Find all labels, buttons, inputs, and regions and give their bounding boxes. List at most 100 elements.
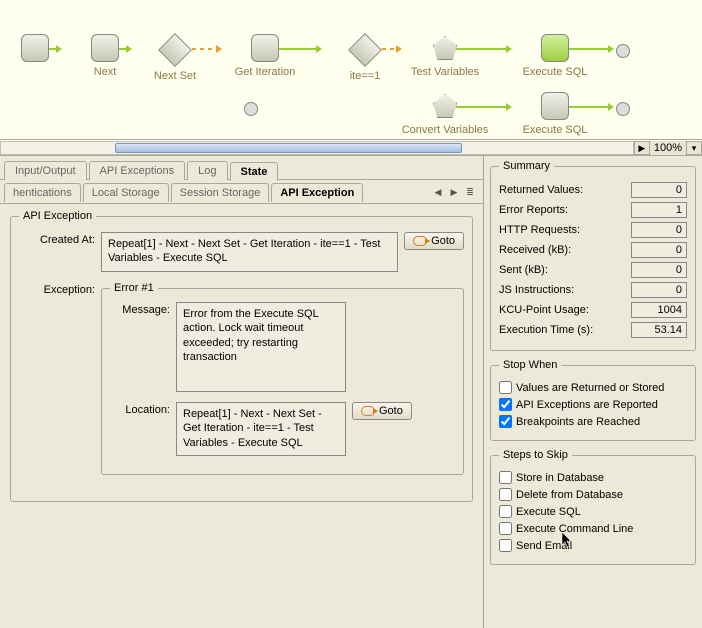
tab-api-exceptions[interactable]: API Exceptions <box>89 161 186 180</box>
flow-node-label: Test Variables <box>400 66 490 78</box>
checkbox[interactable] <box>499 381 512 394</box>
flow-node-n7[interactable]: Convert Variables <box>400 92 490 136</box>
goto-created-at-button[interactable]: Goto <box>404 232 464 250</box>
summary-row: Returned Values:0 <box>499 182 687 198</box>
error-fieldset: Error #1 Message: Error from the Execute… <box>101 282 464 475</box>
summary-value: 1004 <box>631 302 687 318</box>
summary-fieldset: Summary Returned Values:0 Error Reports: 1… <box>490 160 696 351</box>
api-exception-panel: API Exception Created At: Repeat[1] - Ne… <box>0 204 483 628</box>
flow-shape-diamond[interactable] <box>348 33 382 67</box>
flow-node-n8[interactable]: Execute SQL <box>510 92 600 136</box>
error-legend: Error #1 <box>110 282 158 294</box>
flow-end-icon <box>244 102 258 116</box>
message-label: Message: <box>110 302 170 316</box>
flow-node-label: Next Set <box>130 70 220 82</box>
zoom-dropdown-button[interactable]: ▾ <box>686 141 702 155</box>
stepsskip-item[interactable]: Send Email <box>499 539 687 552</box>
flow-shape-rrect[interactable] <box>541 34 569 62</box>
summary-row: Sent (kB):0 <box>499 262 687 278</box>
summary-label: Error Reports: <box>499 204 627 216</box>
stepsskip-item[interactable]: Store in Database <box>499 471 687 484</box>
checkbox[interactable] <box>499 398 512 411</box>
summary-row: JS Instructions: 0 <box>499 282 687 298</box>
flow-node-n3[interactable]: Get Iteration <box>220 34 310 78</box>
scroll-right-button[interactable]: ▶ <box>634 141 650 155</box>
stepsskip-item[interactable]: Execute Command Line <box>499 522 687 535</box>
api-exception-legend: API Exception <box>19 210 96 222</box>
goto-label: Goto <box>379 405 403 417</box>
flow-node-label: Execute SQL <box>510 66 600 78</box>
tab-log[interactable]: Log <box>187 161 227 180</box>
flow-end-icon <box>616 44 630 58</box>
summary-value: 0 <box>631 182 687 198</box>
summary-row: Received (kB): 0 <box>499 242 687 258</box>
flow-shape-rrect[interactable] <box>541 92 569 120</box>
subtab-local-storage[interactable]: Local Storage <box>83 183 169 202</box>
summary-row: Error Reports: 1 <box>499 202 687 218</box>
summary-value: 0 <box>631 282 687 298</box>
subtab-session-storage[interactable]: Session Storage <box>171 183 270 202</box>
stepsskip-item[interactable]: Execute SQL <box>499 505 687 518</box>
flow-node-n5[interactable]: Test Variables <box>400 34 490 78</box>
tab-scroll-right-icon[interactable]: ▶ <box>447 185 461 199</box>
flow-shape-rrect[interactable] <box>21 34 49 62</box>
summary-value: 0 <box>631 242 687 258</box>
scrollbar-track[interactable] <box>0 141 634 155</box>
checkbox[interactable] <box>499 505 512 518</box>
summary-value: 53.14 <box>631 322 687 338</box>
checkbox[interactable] <box>499 488 512 501</box>
checkbox-label: Delete from Database <box>516 489 623 501</box>
right-pane: Summary Returned Values:0 Error Reports: 1… <box>484 156 702 628</box>
goto-location-button[interactable]: Goto <box>352 402 412 420</box>
checkbox-label: Execute Command Line <box>516 523 633 535</box>
subtab-hentications[interactable]: hentications <box>4 183 81 202</box>
stopwhen-item[interactable]: API Exceptions are Reported <box>499 398 687 411</box>
summary-row: KCU-Point Usage: 1004 <box>499 302 687 318</box>
goto-icon <box>361 406 375 416</box>
top-tab-row: Input/OutputAPI ExceptionsLogState <box>0 156 483 180</box>
stop-when-fieldset: Stop When Values are Returned or Stored A… <box>490 359 696 441</box>
summary-legend: Summary <box>499 160 554 172</box>
tab-input-output[interactable]: Input/Output <box>4 161 87 180</box>
scrollbar-thumb[interactable] <box>115 143 463 153</box>
canvas-hscrollbar[interactable]: ▶ 100% ▾ <box>0 140 702 156</box>
stopwhen-item[interactable]: Values are Returned or Stored <box>499 381 687 394</box>
goto-label: Goto <box>431 235 455 247</box>
flow-shape-pentagon[interactable] <box>433 36 457 60</box>
flow-node-n6[interactable]: Execute SQL <box>510 34 600 78</box>
flow-node-n2[interactable]: Next Set <box>130 34 220 82</box>
tab-list-icon[interactable]: ≣ <box>463 185 477 199</box>
summary-label: Execution Time (s): <box>499 324 627 336</box>
steps-skip-legend: Steps to Skip <box>499 449 572 461</box>
tab-scroll-left-icon[interactable]: ◀ <box>431 185 445 199</box>
summary-value: 0 <box>631 222 687 238</box>
stepsskip-item[interactable]: Delete from Database <box>499 488 687 501</box>
flow-node-label: Get Iteration <box>220 66 310 78</box>
summary-row: Execution Time (s): 53.14 <box>499 322 687 338</box>
checkbox[interactable] <box>499 471 512 484</box>
flow-shape-rrect[interactable] <box>91 34 119 62</box>
flow-node-label: ite==1 <box>320 70 410 82</box>
summary-label: JS Instructions: <box>499 284 627 296</box>
summary-value: 1 <box>631 202 687 218</box>
subtab-api-exception[interactable]: API Exception <box>271 183 363 202</box>
checkbox[interactable] <box>499 522 512 535</box>
tab-state[interactable]: State <box>230 162 279 181</box>
checkbox[interactable] <box>499 415 512 428</box>
flow-node-n4[interactable]: ite==1 <box>320 34 410 82</box>
summary-label: KCU-Point Usage: <box>499 304 627 316</box>
stop-when-legend: Stop When <box>499 359 561 371</box>
flow-shape-rrect[interactable] <box>251 34 279 62</box>
flow-shape-diamond[interactable] <box>158 33 192 67</box>
summary-label: Received (kB): <box>499 244 627 256</box>
checkbox-label: Values are Returned or Stored <box>516 382 664 394</box>
checkbox[interactable] <box>499 539 512 552</box>
left-pane: Input/OutputAPI ExceptionsLogState henti… <box>0 156 484 628</box>
summary-label: Sent (kB): <box>499 264 627 276</box>
steps-skip-fieldset: Steps to Skip Store in Database Delete fr… <box>490 449 696 565</box>
flow-shape-pentagon[interactable] <box>433 94 457 118</box>
sub-tab-row: henticationsLocal StorageSession Storage… <box>0 180 483 204</box>
checkbox-label: Execute SQL <box>516 506 581 518</box>
stopwhen-item[interactable]: Breakpoints are Reached <box>499 415 687 428</box>
workflow-canvas[interactable]: NextNext SetGet Iterationite==1Test Vari… <box>0 0 702 140</box>
